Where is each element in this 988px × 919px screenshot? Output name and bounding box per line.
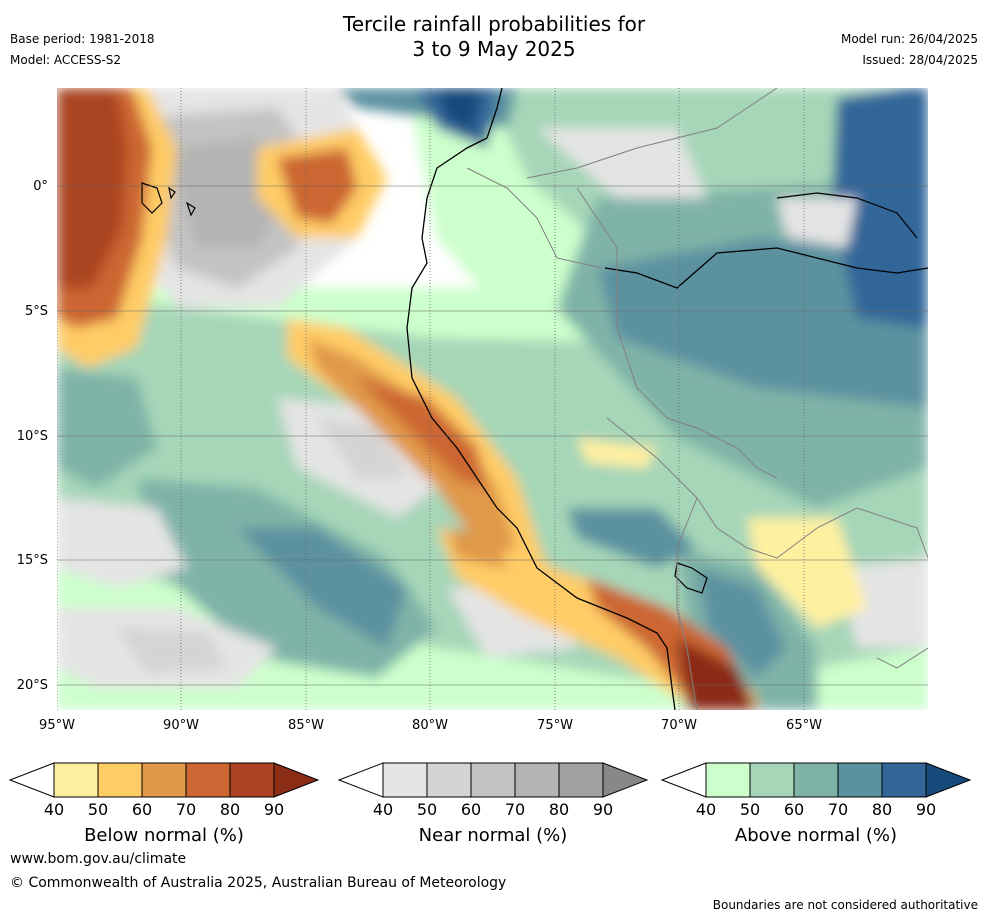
near-band [537, 128, 707, 198]
coastline [406, 88, 676, 710]
colorbar-cap-low [337, 762, 384, 798]
lat-label: 20°S [16, 678, 48, 693]
colorbar-swatch [141, 762, 187, 798]
below-band [577, 438, 657, 468]
model-run: Model run: 26/04/2025 [840, 32, 978, 46]
graticule [57, 88, 928, 710]
colorbar-tick: 70 [504, 800, 526, 819]
colorbar-swatch [53, 762, 99, 798]
lon-label: 70°W [661, 718, 697, 733]
copyright-text: © Commonwealth of Australia 2025, Austra… [10, 875, 507, 891]
colorbar-legend [8, 762, 972, 798]
colorbar-tick: 80 [871, 800, 893, 819]
meta-right: Model run: 26/04/2025 Issued: 28/04/2025 [841, 29, 978, 71]
above-band [697, 568, 787, 678]
near-band [317, 418, 407, 478]
colorbar-tick: 40 [372, 800, 394, 819]
colorbar-below [8, 762, 320, 798]
colorbar-tick: 70 [827, 800, 849, 819]
colorbar-tick: 40 [43, 800, 65, 819]
colorbar-tick: 90 [915, 800, 937, 819]
lon-label: 90°W [163, 718, 199, 733]
colorbar-title-above: Above normal (%) [734, 825, 898, 846]
colorbar-above [660, 762, 972, 798]
below-band [307, 338, 517, 558]
colorbar-tick: 50 [739, 800, 761, 819]
website-link[interactable]: www.bom.gov.au/climate [10, 851, 187, 867]
probability-layers [57, 88, 928, 710]
near-band [777, 198, 857, 248]
below-band [447, 528, 507, 568]
country-border [466, 88, 928, 710]
colorbar-cap-high [273, 762, 320, 798]
galapagos-islands [141, 182, 196, 217]
colorbar-swatch [514, 762, 560, 798]
colorbar-swatch [837, 762, 883, 798]
colorbar-tick: 60 [460, 800, 482, 819]
base-period: Base period: 1981-2018 [10, 32, 155, 46]
lon-label: 75°W [537, 718, 573, 733]
colorbar-swatch [185, 762, 231, 798]
model-name: Model: ACCESS-S2 [10, 53, 122, 67]
lon-label: 85°W [288, 718, 324, 733]
above-band [57, 368, 157, 488]
near-band [57, 498, 187, 588]
colorbar-swatch [97, 762, 143, 798]
lat-label: 5°S [24, 304, 48, 319]
coastline [604, 247, 928, 289]
colorbar-near [337, 762, 649, 798]
colorbar-tick: 80 [548, 800, 570, 819]
colorbar-tick: 50 [87, 800, 109, 819]
below-band [677, 638, 757, 710]
below-band [277, 148, 357, 223]
rainfall-probability-map [57, 88, 928, 710]
colorbar-tick: 50 [416, 800, 438, 819]
title-line-2: 3 to 9 May 2025 [412, 37, 576, 61]
below-band [747, 518, 867, 628]
near-band [837, 558, 928, 648]
coastline [776, 192, 918, 239]
colorbar-swatch [793, 762, 839, 798]
lake-titicaca [674, 562, 708, 594]
colorbar-swatch [470, 762, 516, 798]
lon-label: 95°W [39, 718, 75, 733]
below-band [57, 88, 127, 288]
colorbar-tick: 70 [175, 800, 197, 819]
map-title: Tercile rainfall probabilities for 3 to … [0, 12, 988, 62]
colorbar-tick: 80 [219, 800, 241, 819]
colorbar-swatch [229, 762, 275, 798]
colorbar-swatch [705, 762, 751, 798]
colorbar-tick: 90 [592, 800, 614, 819]
colorbar-swatch [558, 762, 604, 798]
disclaimer-text: Boundaries are not considered authoritat… [712, 898, 978, 912]
lat-label: 0° [33, 179, 48, 194]
lon-label: 65°W [786, 718, 822, 733]
colorbar-cap-low [8, 762, 55, 798]
title-line-1: Tercile rainfall probabilities for [342, 12, 646, 36]
above-band [437, 88, 482, 133]
colorbar-tick: 90 [263, 800, 285, 819]
colorbar-cap-low [660, 762, 707, 798]
above-band [567, 508, 697, 568]
colorbar-swatch [426, 762, 472, 798]
above-band [237, 528, 407, 648]
lon-label: 80°W [412, 718, 448, 733]
colorbar-tick: 60 [131, 800, 153, 819]
colorbar-cap-high [925, 762, 972, 798]
colorbar-swatch [881, 762, 927, 798]
lat-label: 10°S [16, 429, 48, 444]
near-band [117, 628, 227, 673]
below-band [357, 378, 487, 488]
colorbar-title-below: Below normal (%) [84, 825, 244, 846]
issued-date: Issued: 28/04/2025 [862, 53, 978, 67]
colorbar-cap-high [602, 762, 649, 798]
meta-left: Base period: 1981-2018 Model: ACCESS-S2 [10, 29, 155, 71]
lat-label: 15°S [16, 553, 48, 568]
colorbar-tick: 60 [783, 800, 805, 819]
above-band [597, 238, 928, 408]
colorbar-title-near: Near normal (%) [418, 825, 568, 846]
colorbar-swatch [749, 762, 795, 798]
colorbar-tick: 40 [695, 800, 717, 819]
colorbar-swatch [382, 762, 428, 798]
